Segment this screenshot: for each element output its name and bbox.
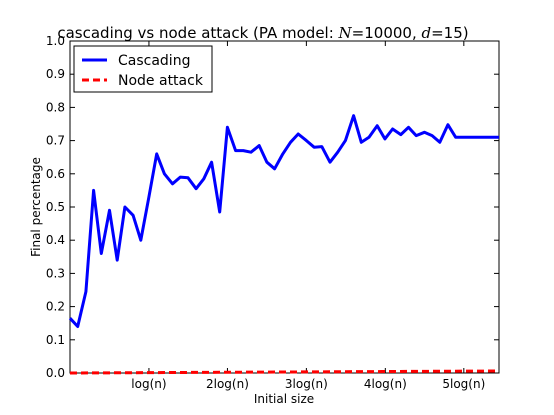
y-tick-label: 0.4: [46, 233, 65, 247]
series-line-cascading: [68, 114, 499, 328]
y-tick-label: 0.5: [46, 200, 65, 214]
y-tick-label: 0.2: [46, 300, 65, 314]
y-tick-label: 0.7: [46, 134, 65, 148]
x-tick-label: 4log(n): [364, 377, 407, 391]
y-tick-label: 0.3: [46, 266, 65, 280]
y-tick-label: 0.1: [46, 333, 65, 347]
y-tick-label: 0.9: [46, 67, 65, 81]
legend-box: [73, 45, 213, 93]
legend-label-node-attack: Node attack: [118, 73, 204, 89]
y-tick-label: 1.0: [46, 34, 65, 48]
x-tick-label: 2log(n): [206, 377, 249, 391]
y-axis-label: Final percentage: [29, 157, 43, 257]
y-tick-label: 0.8: [46, 100, 65, 114]
chart-title: cascading vs node attack (PA model: N=10…: [57, 24, 468, 42]
x-tick-label: log(n): [131, 377, 166, 391]
series-layer: [68, 114, 500, 375]
x-axis-label: Initial size: [254, 392, 314, 406]
y-axis: 0.0 0.1 0.2 0.3 0.4 0.5 0.6 0.7 0.8 0.9 1.0: [46, 34, 499, 380]
x-axis: log(n) 2log(n) 3log(n) 4log(n) 5log(n): [131, 41, 485, 391]
y-tick-label: 0.0: [46, 366, 65, 380]
x-tick-label: 5log(n): [442, 377, 485, 391]
legend: Cascading Node attack: [73, 45, 213, 93]
series-line-node-attack: [69, 369, 500, 375]
legend-label-cascading: Cascading: [118, 53, 190, 69]
y-tick-label: 0.6: [46, 167, 65, 181]
x-tick-label: 3log(n): [285, 377, 328, 391]
